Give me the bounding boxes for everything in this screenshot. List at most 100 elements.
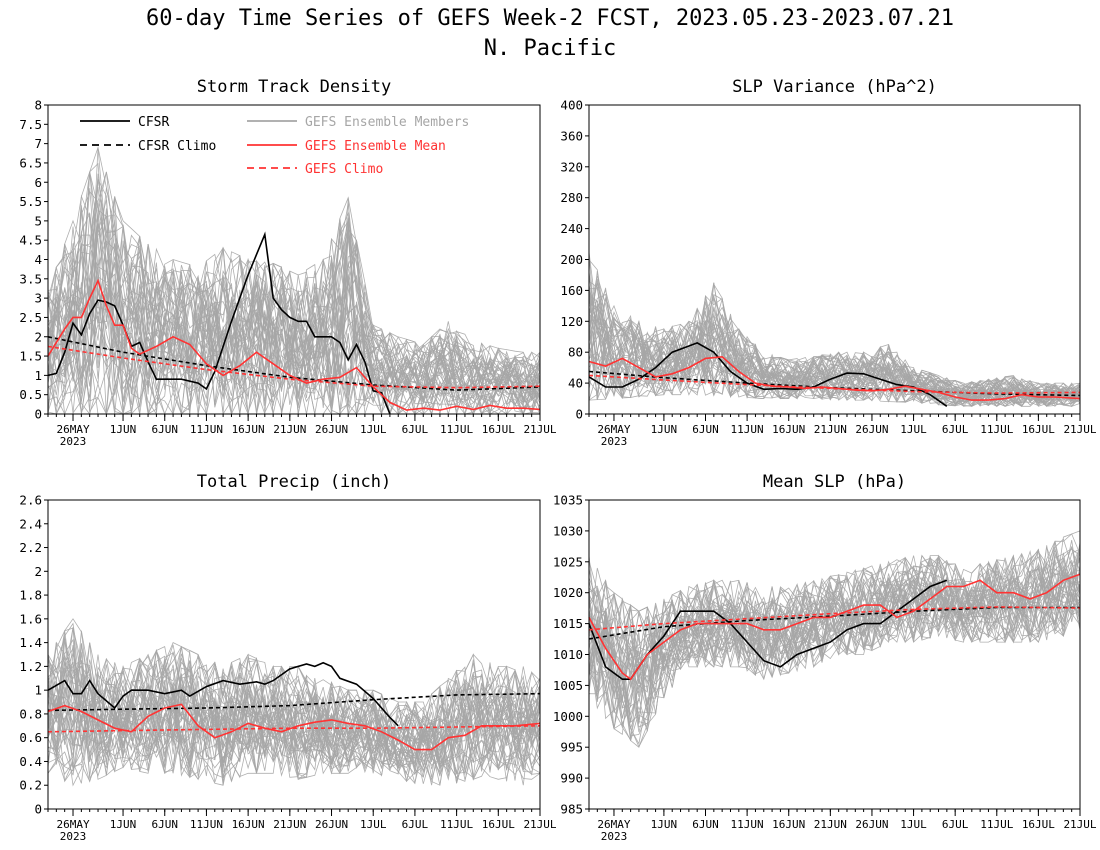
ensemble-member-line [588,294,1081,407]
x-tick-label: 1JUL [360,818,387,831]
x-tick-label: 6JUN [151,818,178,831]
ensemble-member-line [47,618,541,744]
y-tick-label: 400 [560,98,583,113]
x-tick-label: 16JUN [772,818,805,831]
ensemble-member-line [588,554,1081,655]
ensemble-member-line [47,622,541,762]
y-tick-label: 6 [34,175,42,190]
legend-label: GEFS Ensemble Mean [305,139,446,154]
ensemble-member-line [588,320,1081,406]
ensemble-member-line [47,660,541,763]
ensemble-member-line [47,145,541,382]
x-tick-label: 6JUN [692,818,719,831]
ensemble-member-line [588,326,1081,407]
y-tick-label: 160 [560,283,583,298]
legend-label: GEFS Ensemble Members [305,115,469,130]
y-tick-label: 2.4 [19,516,42,531]
ensemble-member-line [588,547,1081,683]
x-tick-label: 16JUL [1022,818,1055,831]
y-tick-label: 1.2 [19,659,42,674]
ensemble-member-line [588,566,1081,719]
y-tick-label: 990 [560,771,583,786]
gefs-ensemble-mean-line [588,573,1081,681]
plot-frame [47,499,541,810]
ensemble-member-line [47,273,541,416]
cfsr-line [47,661,399,727]
y-tick-label: 0 [34,802,42,817]
x-tick-label: 1JUL [900,423,927,436]
x-year-label: 2023 [60,830,87,843]
y-tick-label: 1.6 [19,611,42,626]
ensemble-member-line [47,627,541,744]
y-tick-label: 2 [34,329,42,344]
y-tick-label: 4.5 [19,233,42,248]
y-tick-label: 1020 [553,585,583,600]
x-tick-label: 26JUN [855,423,888,436]
x-tick-label: 1JUL [360,423,387,436]
y-tick-label: 2.6 [19,493,42,508]
cfsr-climo-line [47,336,541,391]
y-tick-label: 985 [560,802,583,817]
ensemble-member-line [588,552,1081,670]
y-tick-label: 6.5 [19,155,42,170]
ensemble-member-line [47,171,541,392]
x-tick-label: 16JUL [482,818,515,831]
x-tick-label: 16JUN [772,423,805,436]
y-tick-label: 240 [560,221,583,236]
cfsr-climo-line [47,692,541,712]
ensemble-member-line [47,646,541,742]
panel-title: Mean SLP (hPa) [763,472,906,492]
y-tick-label: 2 [34,564,42,579]
cfsr-line [47,231,391,415]
ensemble-member-line [47,688,541,783]
x-tick-label: 11JUN [190,423,223,436]
legend-label: CFSR Climo [138,139,216,154]
ensemble-member-line [47,216,541,405]
x-tick-label: 21JUL [1063,423,1096,436]
y-tick-label: 0.8 [19,706,42,721]
y-tick-label: 1000 [553,709,583,724]
y-tick-label: 80 [568,345,583,360]
x-tick-label: 1JUN [651,818,678,831]
x-year-label: 2023 [601,830,628,843]
y-tick-label: 1.5 [19,349,42,364]
ensemble-member-line [47,147,541,385]
x-tick-label: 26JUN [315,818,348,831]
gefs-climo-line [588,606,1081,631]
ensemble-member-line [588,564,1081,705]
panel-title: Total Precip (inch) [197,472,391,492]
y-tick-label: 2.5 [19,310,42,325]
x-tick-label: 11JUN [731,423,764,436]
figure-subtitle: N. Pacific [483,36,617,61]
ensemble-member-line [47,197,541,385]
y-tick-label: 995 [560,740,583,755]
x-tick-label: 26MAY [597,423,630,436]
ensemble-member-line [47,653,541,765]
y-tick-label: 5.5 [19,194,42,209]
ensemble-member-line [588,548,1081,663]
x-tick-label: 6JUL [402,423,429,436]
ensemble-member-line [47,292,541,416]
x-tick-label: 16JUL [1022,423,1055,436]
x-tick-label: 16JUN [232,423,265,436]
y-tick-label: 1005 [553,678,583,693]
x-tick-label: 1JUL [900,818,927,831]
y-tick-label: 1.4 [19,635,42,650]
y-tick-label: 5 [34,213,42,228]
ensemble-member-line [47,280,541,416]
y-tick-label: 120 [560,314,583,329]
gefs-climo-line [588,374,1081,394]
y-tick-label: 0 [575,407,583,422]
y-tick-label: 0.4 [19,754,42,769]
ensemble-member-line [588,288,1081,397]
panel-title: Storm Track Density [197,77,391,97]
x-tick-label: 26JUN [315,423,348,436]
ensemble-member-line [588,335,1081,408]
y-tick-label: 2.2 [19,540,42,555]
ensemble-member-line [588,541,1081,692]
x-tick-label: 6JUL [402,818,429,831]
legend-label: CFSR [138,115,169,130]
ensemble-member-line [47,653,541,768]
y-tick-label: 1.8 [19,588,42,603]
x-tick-label: 11JUL [440,818,473,831]
